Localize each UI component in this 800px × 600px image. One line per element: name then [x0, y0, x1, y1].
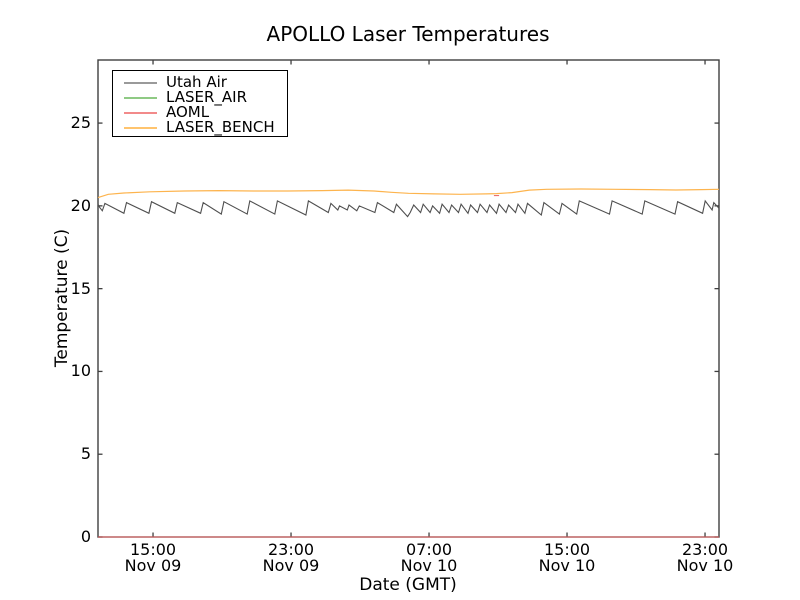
chart-title: APOLLO Laser Temperatures [266, 22, 550, 46]
x-axis-label: Date (GMT) [359, 575, 457, 595]
series-line-utah-air [97, 199, 720, 218]
legend-item-aoml: AOML [113, 105, 287, 120]
legend-item-laser-bench: LASER_BENCH [113, 120, 287, 135]
legend-item-utah-air: Utah Air [113, 75, 287, 90]
legend-label: LASER_AIR [166, 88, 247, 106]
x-tick-label: 23:00 Nov 09 [262, 540, 320, 575]
y-tick-label: 0 [80, 527, 91, 546]
legend: Utah Air LASER_AIR AOML LASER_BENCH [112, 70, 288, 137]
legend-line-swatch [124, 111, 157, 114]
x-tick-label: 07:00 Nov 10 [400, 540, 458, 575]
y-tick-label: 10 [70, 361, 91, 381]
y-tick-label: 15 [70, 278, 91, 298]
y-tick-label: 5 [80, 444, 91, 464]
legend-item-laser-air: LASER_AIR [113, 90, 287, 105]
x-tick-label: 23:00 Nov 10 [676, 540, 734, 575]
legend-label: Utah Air [166, 73, 227, 91]
legend-line-swatch [124, 126, 157, 129]
x-tick-label: 15:00 Nov 10 [538, 540, 596, 575]
y-tick-label: 25 [70, 113, 91, 133]
x-tick-label: 15:00 Nov 09 [124, 540, 182, 575]
y-tick-label: 20 [70, 195, 91, 215]
legend-line-swatch [124, 96, 157, 99]
series-line-laser-bench [97, 188, 720, 199]
legend-label: LASER_BENCH [166, 118, 275, 136]
legend-label: AOML [166, 103, 210, 121]
legend-line-swatch [124, 81, 157, 84]
